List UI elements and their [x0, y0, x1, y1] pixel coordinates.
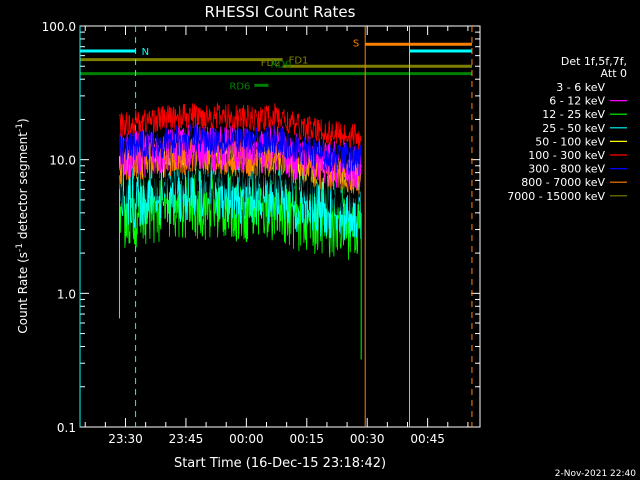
flag-label-s: S	[353, 38, 359, 49]
legend-label-0: 3 - 6 keV	[556, 81, 605, 94]
x-tick-label: 00:30	[350, 432, 385, 446]
flag-label-n: N	[142, 47, 149, 58]
series-line-6	[119, 123, 362, 176]
flag-label-rd6: RD6	[229, 81, 250, 92]
legend-header: Det 1f,5f,7f,	[561, 55, 627, 68]
x-tick-label: 00:45	[410, 432, 445, 446]
y-tick-label: 0.1	[57, 421, 76, 435]
y-axis-label: Count Rate (s-1 detector segment-1)	[15, 118, 30, 333]
y-tick-label: 1.0	[57, 287, 76, 301]
x-tick-label: 23:45	[169, 432, 204, 446]
flag-bars: N S FD1 FD2 RD6 RD0	[80, 38, 472, 92]
x-tick-label: 00:15	[289, 432, 324, 446]
y-axis: 0.1 1.0 10.0 100.0	[42, 20, 480, 435]
flag-label-fd1: FD1	[289, 56, 309, 67]
series-lines	[118, 102, 362, 360]
legend-label-2: 12 - 25 keV	[542, 108, 605, 121]
x-axis-label: Start Time (16-Dec-15 23:18:42)	[174, 456, 386, 471]
legend-label-4: 50 - 100 keV	[535, 135, 605, 148]
y-tick-label: 100.0	[42, 20, 76, 34]
vertical-markers	[79, 26, 473, 427]
legend-label-7: 800 - 7000 keV	[521, 176, 605, 189]
x-tick-label: 23:30	[108, 432, 143, 446]
x-axis: 23:30 23:45 00:00 00:15 00:30 00:45	[84, 26, 469, 446]
x-tick-label: 00:00	[229, 432, 264, 446]
chart-title: RHESSI Count Rates	[205, 3, 356, 21]
legend-label-3: 25 - 50 keV	[542, 122, 605, 135]
series-line-3	[119, 159, 362, 240]
legend-label-5: 100 - 300 keV	[528, 149, 605, 162]
flag-label-fd2: FD2	[261, 58, 281, 69]
legend-label-1: 6 - 12 keV	[549, 95, 605, 108]
y-tick-label: 10.0	[49, 154, 76, 168]
legend-header: Att 0	[601, 67, 627, 80]
series-line-5	[119, 102, 362, 150]
flag-label-rd0: RD0	[271, 60, 292, 71]
legend-label-6: 300 - 800 keV	[528, 163, 605, 176]
legend-label-8: 7000 - 15000 keV	[507, 190, 605, 203]
footer-timestamp: 2-Nov-2021 22:40	[555, 469, 637, 479]
